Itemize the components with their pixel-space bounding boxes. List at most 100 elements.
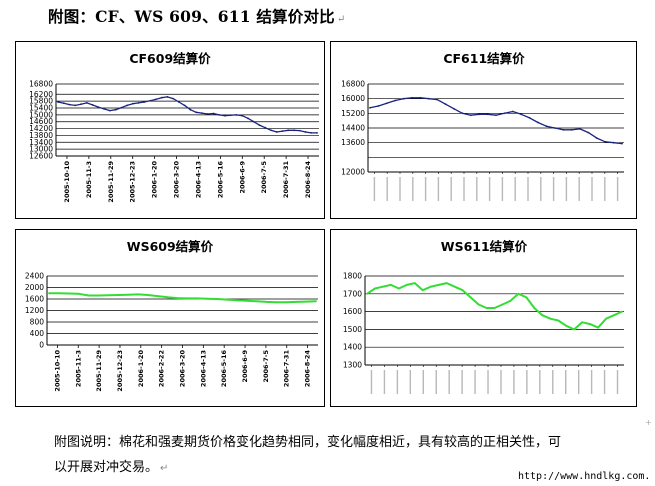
x-tick-mark [514, 177, 516, 201]
series-line [366, 282, 623, 331]
source-url: http://www.hndlkg.com. [518, 471, 651, 482]
data-point [166, 96, 169, 98]
x-tick-label: 2006-7-31 [282, 161, 290, 199]
data-point [108, 109, 111, 112]
y-tick-label: 1700 [343, 289, 362, 298]
data-point [597, 326, 599, 329]
y-tick-label: 13400 [29, 138, 53, 147]
data-point [520, 113, 523, 116]
data-point [477, 303, 480, 306]
data-point [436, 98, 439, 101]
x-tick-mark [603, 370, 606, 394]
y-tick-label: 14200 [29, 124, 53, 133]
x-tick-label: 2005-12-23 [116, 350, 124, 392]
data-point [229, 114, 232, 117]
data-point [495, 114, 497, 117]
data-point [236, 299, 238, 302]
data-point [137, 102, 140, 104]
x-tick-label: 2006-7-5 [262, 350, 270, 383]
chart-title: CF611结算价 [443, 51, 525, 66]
data-point [293, 129, 295, 132]
data-point [377, 105, 380, 107]
data-point [97, 106, 100, 108]
y-tick-label: 15400 [29, 104, 53, 113]
x-tick-label: 2006-6-9 [241, 350, 249, 383]
data-point [545, 125, 548, 128]
data-point [315, 300, 317, 303]
data-point [143, 101, 146, 103]
y-tick-label: 1600 [343, 307, 362, 316]
y-tick-label: 16200 [29, 90, 53, 99]
data-point [621, 310, 623, 313]
chart-panel-ws609: WS609结算价 0 400 800 1200 1600 2000 2400 2005-10-1… [15, 229, 325, 407]
chart-title: CF609结算价 [129, 51, 211, 66]
y-tick-label: 16000 [341, 94, 365, 103]
x-tick-mark [435, 370, 437, 394]
data-point [486, 113, 489, 116]
data-point [97, 294, 100, 297]
data-point [469, 296, 472, 299]
data-point [562, 128, 565, 131]
x-tick-mark [578, 177, 580, 201]
page-heading: 附图：CF、WS 609、611 结算价对比 ↵ [48, 5, 345, 29]
data-point [126, 104, 128, 107]
data-point [48, 292, 50, 295]
x-tick-mark [565, 177, 568, 201]
x-tick-label: 2005-10-10 [53, 350, 61, 392]
data-point [176, 297, 179, 299]
data-point [581, 321, 584, 324]
data-point [316, 132, 318, 134]
data-point [275, 131, 278, 133]
series-line [49, 292, 317, 304]
data-point [579, 128, 581, 130]
x-tick-mark [474, 370, 476, 394]
chart-panel-cf609: CF609结算价 12600 13000 13400 13800 14200 14600 15… [15, 41, 325, 219]
x-tick-mark [370, 370, 373, 394]
x-tick-mark [604, 177, 606, 201]
x-tick-mark [513, 370, 515, 394]
data-point [85, 102, 88, 104]
data-point [570, 128, 573, 131]
y-tick-label: 16800 [341, 80, 365, 89]
x-tick-mark [552, 177, 555, 201]
data-point [275, 301, 278, 304]
x-tick-mark [399, 177, 401, 201]
data-point [402, 97, 405, 100]
x-tick-mark [476, 177, 478, 201]
x-tick-mark [448, 370, 450, 394]
x-tick-mark [616, 370, 619, 394]
x-tick-mark [501, 177, 504, 201]
x-tick-label: 2006-4-13 [199, 350, 207, 387]
x-tick-mark [373, 177, 376, 201]
data-point [166, 296, 169, 299]
data-point [485, 307, 488, 309]
data-point [419, 96, 422, 99]
y-tick-label: 800 [30, 318, 45, 327]
data-point [255, 300, 258, 303]
x-tick-mark [590, 370, 593, 394]
y-tick-label: 15000 [29, 110, 53, 119]
chart-ws609: WS609结算价 0 400 800 1200 1600 2000 2400 2005-10-1… [25, 239, 318, 392]
x-tick-label: 2006-3-20 [173, 161, 181, 199]
x-tick-label: 2005-11-29 [107, 161, 115, 203]
data-point [453, 285, 456, 288]
data-point [437, 284, 440, 286]
y-tick-label: 16800 [29, 80, 53, 89]
data-point [224, 114, 226, 117]
data-point [374, 287, 376, 290]
caption-line-1: 附图说明：棉花和强麦期货价格变化趋势相同，变化幅度相近，具有较高的正相关性，可 [54, 433, 561, 453]
data-point [394, 99, 397, 102]
data-point [216, 298, 219, 300]
x-tick-label: 2006-3-20 [179, 350, 187, 388]
x-tick-mark [488, 177, 491, 201]
data-point [156, 295, 159, 297]
data-point [398, 287, 400, 290]
y-tick-label: 14600 [29, 117, 53, 126]
chart-title: WS609结算价 [127, 239, 214, 254]
y-tick-label: 12600 [29, 152, 53, 161]
x-tick-label: 2006-7-5 [260, 161, 268, 194]
x-tick-label: 2005-11-3 [85, 161, 93, 198]
y-tick-label: 1300 [343, 361, 362, 370]
x-tick-mark [527, 177, 529, 201]
data-point [501, 303, 504, 306]
